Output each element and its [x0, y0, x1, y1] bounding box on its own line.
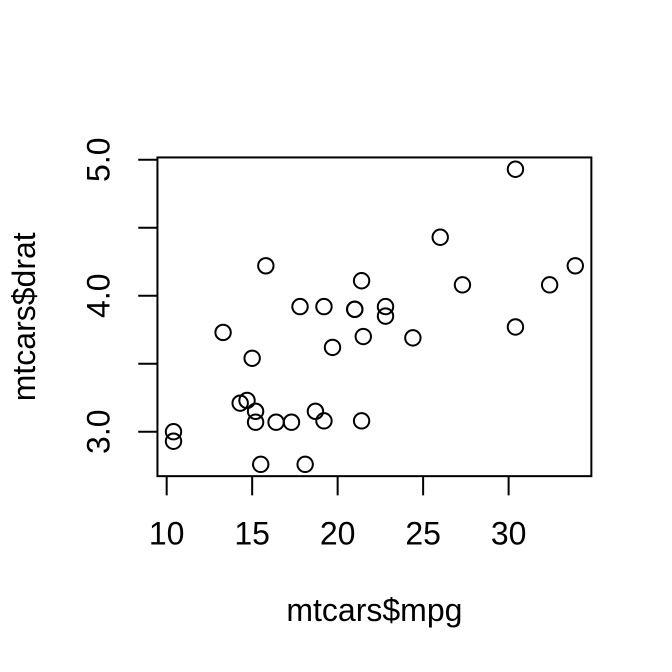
- svg-text:15: 15: [234, 516, 270, 552]
- svg-text:3.0: 3.0: [80, 409, 116, 453]
- svg-text:10: 10: [149, 516, 185, 552]
- svg-text:mtcars$mpg: mtcars$mpg: [286, 592, 462, 628]
- svg-text:4.0: 4.0: [80, 273, 116, 317]
- svg-text:5.0: 5.0: [80, 137, 116, 181]
- svg-text:25: 25: [405, 516, 441, 552]
- svg-text:30: 30: [491, 516, 527, 552]
- svg-text:mtcars$drat: mtcars$drat: [6, 232, 42, 401]
- svg-text:20: 20: [320, 516, 356, 552]
